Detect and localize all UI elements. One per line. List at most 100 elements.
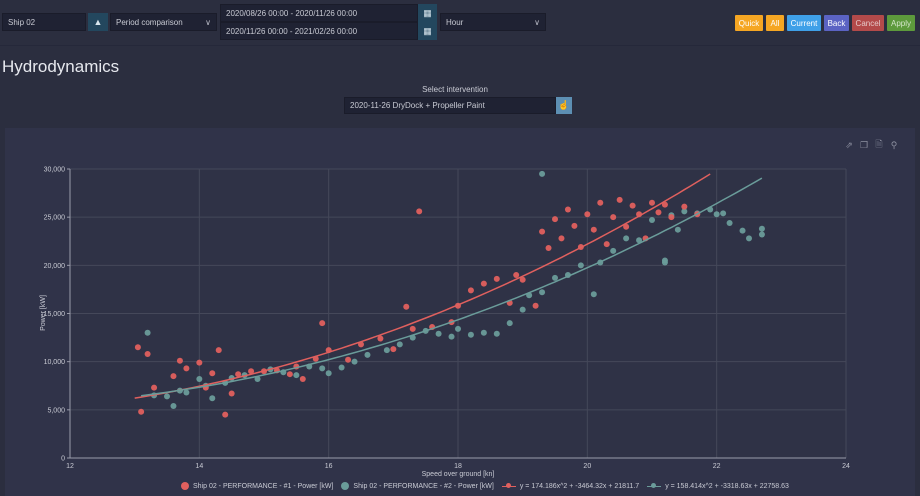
data-point-series-1 <box>584 211 591 218</box>
all-button[interactable]: All <box>766 15 784 31</box>
data-point-series-1 <box>616 196 623 203</box>
data-point-series-2 <box>455 325 461 332</box>
back-button[interactable]: Back <box>824 15 849 31</box>
fit-line-2 <box>141 177 763 397</box>
y-tick-label: 0 <box>61 456 65 463</box>
data-point-series-2 <box>649 217 655 224</box>
data-point-series-2 <box>493 330 500 337</box>
intervention-label: Select intervention <box>422 85 488 94</box>
data-point-series-2 <box>164 393 170 400</box>
data-point-series-1 <box>623 223 630 230</box>
data-point-series-2 <box>338 364 345 371</box>
data-point-series-2 <box>144 329 151 336</box>
legend-series-1[interactable]: Ship 02 - PERFORMANCE - #1 - Power [kW] <box>181 482 333 490</box>
y-tick-label: 5,000 <box>47 407 65 414</box>
data-point-series-1 <box>532 302 539 309</box>
mode-value: Period comparison <box>116 17 183 27</box>
data-point-series-2 <box>319 365 326 372</box>
calendar-icon: ▦ <box>423 7 432 18</box>
legend-fit-1[interactable]: y = 174.186x^2 + -3464.32x + 21811.7 <box>501 483 639 490</box>
ship-input[interactable]: Ship 02 <box>2 13 86 31</box>
copy-icon[interactable]: ❐ <box>859 139 869 150</box>
document-icon[interactable]: 🗎 <box>875 139 883 149</box>
data-point-series-2 <box>293 372 300 379</box>
data-point-series-2 <box>539 170 546 177</box>
y-tick-label: 30,000 <box>44 167 66 174</box>
intervention-value: 2020-11-26 DryDock + Propeller Paint <box>350 101 485 110</box>
data-point-series-1 <box>248 368 255 375</box>
legend-series-2[interactable]: Ship 02 - PERFORMANCE - #2 - Power [kW] <box>341 482 494 490</box>
ship-select-button[interactable]: ▲ <box>88 13 108 31</box>
ship-icon: ▲ <box>93 17 103 27</box>
data-point-series-2 <box>552 274 558 281</box>
data-point-series-2 <box>636 237 643 244</box>
data-point-series-1 <box>649 199 655 206</box>
export-icon[interactable]: ⇗ <box>845 139 853 150</box>
period2-input[interactable]: 2020/11/26 00:00 - 2021/02/26 00:00 <box>220 22 418 40</box>
data-point-series-2 <box>254 376 261 383</box>
data-point-series-2 <box>539 289 546 296</box>
data-point-series-1 <box>416 208 423 215</box>
data-point-series-1 <box>209 370 216 377</box>
period1-value: 2020/08/26 00:00 - 2020/11/26 00:00 <box>226 8 358 18</box>
data-point-series-1 <box>610 214 617 221</box>
data-point-series-1 <box>390 346 397 353</box>
toolbar-divider <box>0 45 920 46</box>
data-point-series-1 <box>513 271 520 278</box>
resolution-dropdown[interactable]: Hour ∨ <box>440 13 546 31</box>
quick-button[interactable]: Quick <box>735 15 763 31</box>
data-point-series-1 <box>545 244 552 251</box>
current-button[interactable]: Current <box>787 15 821 31</box>
data-point-series-1 <box>319 320 326 327</box>
mode-dropdown[interactable]: Period comparison ∨ <box>110 13 217 31</box>
data-point-series-2 <box>726 219 733 226</box>
intervention-pick-button[interactable]: ☝ <box>556 97 572 114</box>
x-tick-label: 16 <box>325 463 333 470</box>
data-point-series-2 <box>506 320 513 327</box>
legend-label: Ship 02 - PERFORMANCE - #1 - Power [kW] <box>193 482 334 490</box>
data-point-series-2 <box>674 226 681 233</box>
data-point-series-2 <box>383 347 390 354</box>
data-point-series-1 <box>409 325 416 332</box>
data-point-series-2 <box>681 208 688 215</box>
data-point-series-1 <box>176 357 183 364</box>
x-axis-title: Speed over ground [kn] <box>422 471 495 478</box>
data-point-series-1 <box>377 335 384 342</box>
data-point-series-2 <box>170 402 177 409</box>
data-point-series-2 <box>577 262 584 269</box>
data-point-series-1 <box>134 344 141 351</box>
data-point-series-1 <box>138 408 145 415</box>
x-tick-label: 14 <box>195 463 203 470</box>
data-point-series-1 <box>151 384 158 391</box>
data-point-series-1 <box>235 371 242 378</box>
zoom-icon[interactable]: ⚲ <box>890 139 898 150</box>
data-point-series-2 <box>623 235 630 242</box>
x-tick-label: 18 <box>454 463 462 470</box>
cancel-button[interactable]: Cancel <box>852 15 884 31</box>
legend-label: Ship 02 - PERFORMANCE - #2 - Power [kW] <box>353 482 494 490</box>
intervention-select[interactable]: 2020-11-26 DryDock + Propeller Paint <box>344 97 556 114</box>
x-tick-label: 20 <box>583 463 591 470</box>
data-point-series-1 <box>480 280 487 287</box>
data-point-series-1 <box>571 222 578 229</box>
data-point-series-1 <box>629 202 636 209</box>
period1-input[interactable]: 2020/08/26 00:00 - 2020/11/26 00:00 <box>220 4 418 22</box>
period2-calendar-button[interactable]: ▦ <box>418 22 437 40</box>
apply-button[interactable]: Apply <box>887 15 915 31</box>
period2-value: 2020/11/26 00:00 - 2021/02/26 00:00 <box>226 26 358 36</box>
data-point-series-1 <box>681 203 688 210</box>
legend-fit-2[interactable]: y = 158.414x^2 + -3318.63x + 22758.63 <box>647 483 789 490</box>
data-point-series-1 <box>552 216 558 223</box>
data-point-series-2 <box>396 341 403 348</box>
data-point-series-2 <box>448 333 455 340</box>
data-point-series-1 <box>655 209 662 216</box>
data-point-series-1 <box>668 214 675 221</box>
calendar-icon: ▦ <box>423 25 432 36</box>
legend: Ship 02 - PERFORMANCE - #1 - Power [kW] … <box>181 482 789 490</box>
chevron-down-icon: ∨ <box>205 17 211 27</box>
data-point-series-1 <box>519 276 526 283</box>
data-point-series-1 <box>299 376 306 383</box>
period1-calendar-button[interactable]: ▦ <box>418 4 437 22</box>
data-point-series-1 <box>144 350 151 357</box>
